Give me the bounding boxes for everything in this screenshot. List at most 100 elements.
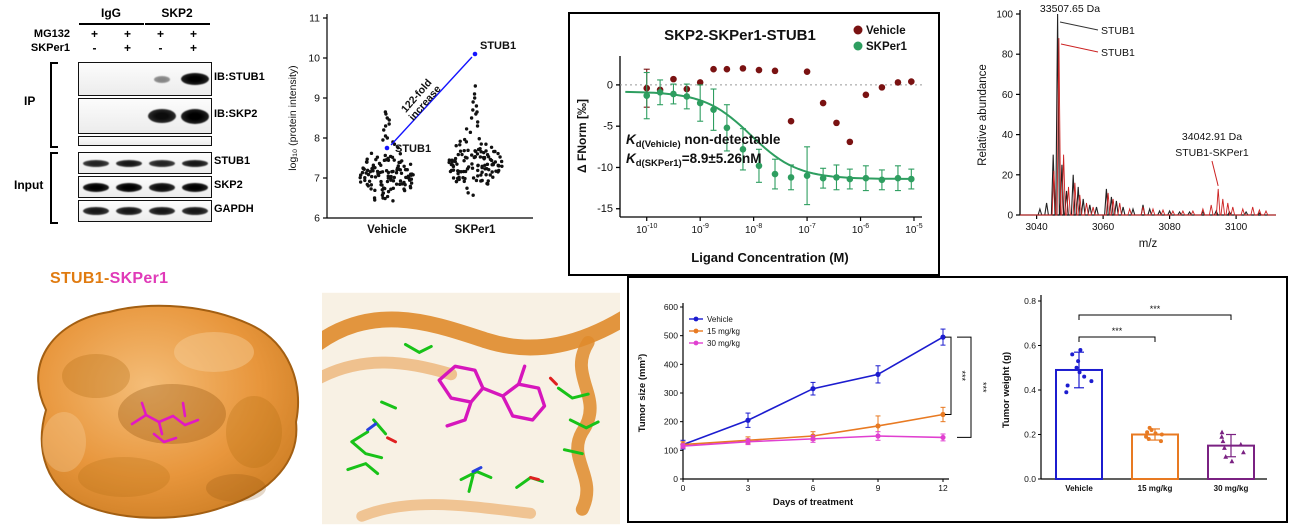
svg-text:10-6: 10-6 — [852, 223, 869, 236]
structure-closeup-wrap — [322, 292, 620, 525]
protein-band — [180, 108, 209, 124]
svg-text:10-10: 10-10 — [636, 223, 657, 236]
svg-text:Δ FNorm [‰]: Δ FNorm [‰] — [575, 99, 589, 173]
svg-text:100: 100 — [996, 10, 1013, 21]
svg-text:Kd(SKPer1)=8.9±5.26nM: Kd(SKPer1)=8.9±5.26nM — [626, 151, 762, 169]
western-blot-root: IgG SKP2 MG132 + + + + SKPer1- + - + IB:STUB1 IB:SKP… — [6, 4, 265, 234]
protein-band — [82, 182, 109, 192]
svg-text:SKP2-SKPer1-STUB1: SKP2-SKPer1-STUB1 — [664, 27, 816, 44]
svg-text:8: 8 — [314, 133, 320, 145]
ligand-sticks — [130, 401, 200, 444]
blot-box-ib-stub1 — [78, 62, 212, 96]
protein-surface — [37, 304, 300, 519]
blot-row-label: IB:SKP2 — [214, 108, 258, 120]
protein-band — [115, 159, 142, 167]
svg-text:0.0: 0.0 — [1024, 474, 1036, 484]
svg-text:-15: -15 — [597, 203, 613, 215]
svg-text:Tumor size (mm³): Tumor size (mm³) — [637, 354, 648, 432]
svg-text:30 mg/kg: 30 mg/kg — [1214, 484, 1249, 493]
blot-group-underline — [144, 23, 210, 25]
svg-text:3080: 3080 — [1158, 222, 1181, 233]
blot-box-spacer — [78, 136, 212, 146]
mst-binding-chart: SKP2-SKPer1-STUB1 Vehicle SKPer1 0 -5 -10 -15 1… — [575, 25, 923, 265]
svg-text:STUB1: STUB1 — [480, 40, 516, 52]
svg-text:***: *** — [978, 382, 988, 393]
svg-text:60: 60 — [1002, 90, 1014, 101]
panel-in-vivo-efficacy: 0 100 200 300 400 500 600 0 3 6 9 12 Tumor size (mm³… — [627, 276, 1288, 523]
svg-text:3040: 3040 — [1025, 222, 1048, 233]
protein-intensity-beeswarm: 6 7 8 9 10 11 log₁₀ (protein intensity) Vehicle… — [287, 13, 533, 236]
helix-ribbons — [322, 311, 620, 522]
svg-text:3100: 3100 — [1225, 222, 1248, 233]
svg-text:0: 0 — [681, 483, 686, 493]
structure-title-dash: - — [103, 270, 110, 287]
svg-text:0.6: 0.6 — [1024, 341, 1036, 351]
svg-text:15 mg/kg: 15 mg/kg — [707, 327, 740, 336]
svg-text:10-7: 10-7 — [798, 223, 815, 236]
mass-spectrum-root: 0 20 40 60 80 100 3040 3060 3080 3100 Relative abu… — [972, 0, 1290, 264]
svg-text:400: 400 — [664, 359, 678, 369]
svg-text:-10: -10 — [597, 162, 613, 174]
svg-text:12: 12 — [938, 483, 948, 493]
svg-text:STUB1: STUB1 — [1101, 47, 1135, 59]
tumor-size-root: 0 100 200 300 400 500 600 0 3 6 9 12 Tumor size (mm³… — [631, 279, 993, 520]
svg-text:20: 20 — [1002, 170, 1014, 181]
svg-text:Days of treatment: Days of treatment — [773, 497, 854, 508]
protein-band — [181, 182, 208, 192]
beeswarm-root: 6 7 8 9 10 11 log₁₀ (protein intensity) Vehicle… — [283, 6, 538, 248]
structure-title-stub1: STUB1 — [50, 270, 104, 287]
blot-condition-value: + — [189, 41, 197, 55]
ligand-sticks-magenta — [437, 364, 547, 428]
svg-text:m/z: m/z — [1139, 238, 1158, 250]
svg-text:0: 0 — [1007, 211, 1013, 222]
svg-text:15 mg/kg: 15 mg/kg — [1138, 484, 1173, 493]
panel-mass-spectrum: 0 20 40 60 80 100 3040 3060 3080 3100 Relative abu… — [972, 0, 1290, 266]
protein-band — [148, 182, 175, 192]
protein-band — [148, 207, 175, 215]
protein-band — [153, 75, 170, 83]
svg-text:STUB1: STUB1 — [395, 143, 431, 155]
blot-condition-value: + — [156, 27, 164, 41]
svg-text:7: 7 — [314, 173, 320, 185]
blot-condition-label: MG132 — [33, 28, 70, 40]
svg-text:33507.65 Da: 33507.65 Da — [1040, 3, 1100, 15]
svg-text:9: 9 — [876, 483, 881, 493]
blot-row-label: GAPDH — [214, 203, 254, 215]
svg-text:***: *** — [1112, 326, 1123, 336]
blot-condition-value: + — [123, 27, 131, 41]
svg-text:Vehicle: Vehicle — [707, 315, 733, 324]
panel-structures: STUB1-SKPer1 — [0, 268, 625, 525]
blot-group-header: IgG — [101, 6, 121, 20]
protein-band — [82, 159, 109, 167]
blot-condition-value: + — [189, 27, 197, 41]
svg-text:0.8: 0.8 — [1024, 296, 1036, 306]
svg-text:***: *** — [957, 371, 967, 382]
panel-protein-beeswarm: 6 7 8 9 10 11 log₁₀ (protein intensity) Vehicle… — [283, 6, 538, 248]
structure-title-skper1: SKPer1 — [109, 270, 169, 287]
surface-shading — [42, 332, 282, 502]
svg-text:600: 600 — [664, 302, 678, 312]
svg-text:10-9: 10-9 — [691, 223, 708, 236]
svg-text:Vehicle: Vehicle — [866, 25, 906, 37]
blot-row-label: STUB1 — [214, 155, 251, 167]
panel-mst-binding: SKP2-SKPer1-STUB1 Vehicle SKPer1 0 -5 -10 -15 1… — [568, 12, 940, 276]
svg-text:6: 6 — [314, 213, 320, 225]
svg-text:9: 9 — [314, 93, 320, 105]
mst-root: SKP2-SKPer1-STUB1 Vehicle SKPer1 0 -5 -10 -15 1… — [570, 14, 938, 274]
ip-bracket — [50, 62, 58, 148]
mass-spectrum-chart: 0 20 40 60 80 100 3040 3060 3080 3100 Relative abu… — [977, 3, 1276, 250]
protein-band — [115, 207, 142, 215]
input-bracket — [50, 152, 58, 224]
svg-text:Kd(Vehicle) non-detectable: Kd(Vehicle) non-detectable — [626, 132, 781, 150]
blot-box-ib-skp2 — [78, 98, 212, 134]
panel-western-blot: IgG SKP2 MG132 + + + + SKPer1- + - + IB:STUB1 IB:SKP… — [6, 4, 265, 234]
svg-text:0.2: 0.2 — [1024, 430, 1036, 440]
svg-text:34042.91 Da: 34042.91 Da — [1182, 131, 1242, 143]
svg-text:6: 6 — [811, 483, 816, 493]
protein-band — [82, 207, 109, 215]
blot-group-header: SKP2 — [161, 6, 193, 20]
blot-row-label: SKP2 — [214, 179, 243, 191]
svg-text:0: 0 — [673, 474, 678, 484]
tumor-weight-root: 0.0 0.2 0.4 0.6 0.8 Tumor weight (g) Vehicle 15… — [995, 279, 1285, 520]
